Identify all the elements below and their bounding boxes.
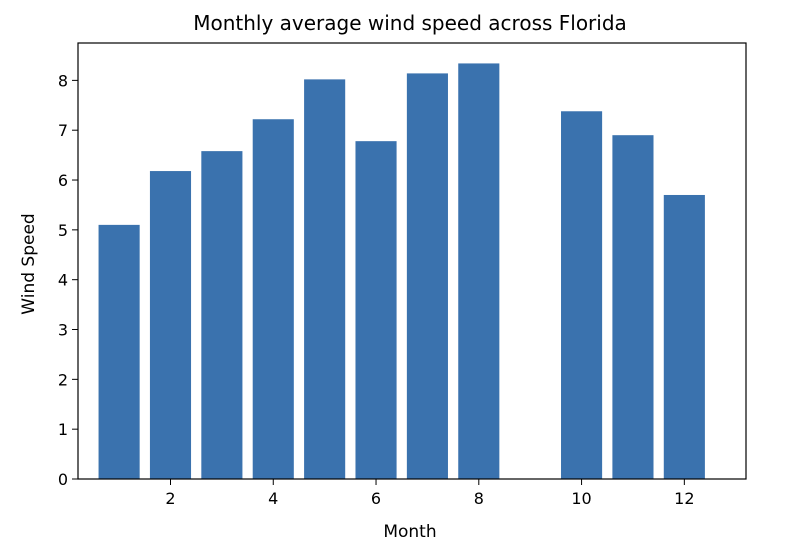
y-tick-label: 7	[58, 121, 68, 140]
y-tick-label: 0	[58, 470, 68, 489]
plot-frame	[77, 42, 747, 480]
y-tick-label: 4	[58, 271, 68, 290]
y-tick-label: 5	[58, 221, 68, 240]
bar-month-5	[304, 79, 346, 480]
x-tick-label: 8	[474, 489, 484, 508]
x-tick-label: 10	[571, 489, 591, 508]
bar-month-6	[355, 141, 397, 479]
x-tick-label: 12	[674, 489, 694, 508]
y-tick-label: 3	[58, 321, 68, 340]
bar-month-4	[252, 119, 294, 479]
x-tick-label: 4	[268, 489, 278, 508]
bar-month-11	[612, 135, 654, 479]
x-axis-ticks: 2 4 6 8 10 12	[165, 479, 695, 508]
bar-month-12	[663, 194, 705, 479]
bar-month-3	[201, 151, 243, 480]
chart-title: Monthly average wind speed across Florid…	[193, 11, 627, 35]
y-axis-ticks: 0 1 2 3 4 5 6 7 8	[58, 71, 78, 489]
bar-month-8	[458, 63, 500, 479]
x-axis-label: Month	[383, 522, 436, 542]
y-tick-label: 1	[58, 420, 68, 439]
bar-month-10	[561, 111, 603, 480]
bar-month-1	[98, 224, 140, 479]
y-tick-label: 8	[58, 71, 68, 90]
x-tick-label: 2	[165, 489, 175, 508]
y-axis-label: Wind Speed	[19, 213, 39, 314]
y-tick-label: 2	[58, 370, 68, 389]
bar-month-2	[149, 171, 192, 479]
x-tick-label: 6	[371, 489, 381, 508]
bar-month-7	[406, 73, 448, 479]
bars-group	[98, 63, 705, 480]
y-tick-label: 6	[58, 171, 68, 190]
